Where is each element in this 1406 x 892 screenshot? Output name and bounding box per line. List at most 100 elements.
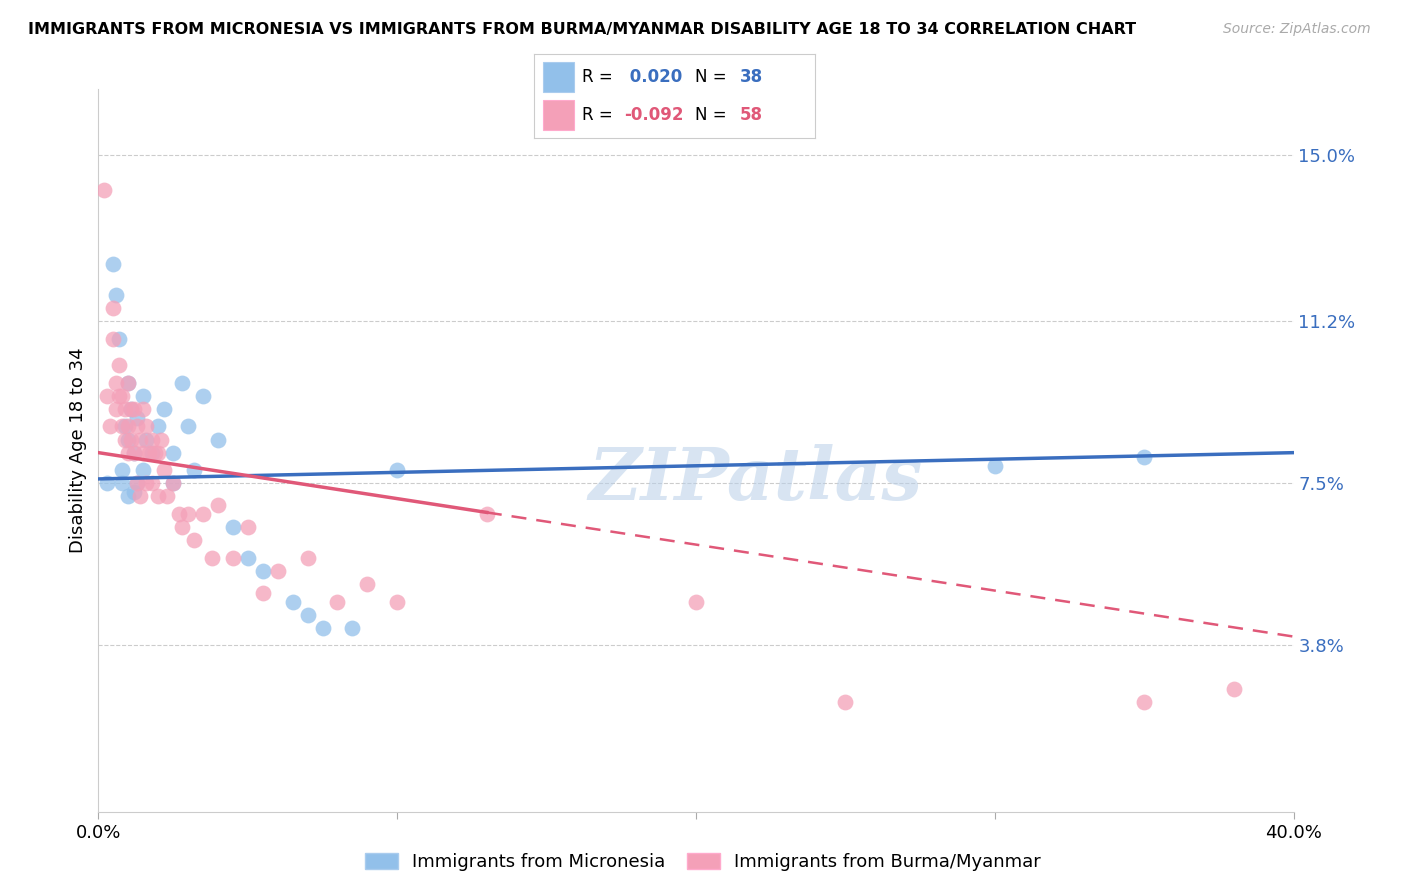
- Text: R =: R =: [582, 68, 619, 86]
- Point: [103, 301, 125, 315]
- Point: [124, 445, 146, 459]
- Point: [385, 594, 409, 608]
- Point: [172, 520, 194, 534]
- Point: [150, 433, 173, 447]
- Text: N =: N =: [695, 68, 731, 86]
- Point: [156, 490, 179, 504]
- Point: [117, 376, 139, 390]
- Point: [96, 476, 118, 491]
- Point: [201, 550, 224, 565]
- Point: [236, 550, 259, 565]
- Point: [281, 594, 304, 608]
- Point: [984, 458, 1007, 473]
- Point: [135, 476, 157, 491]
- Point: [1133, 695, 1156, 709]
- Point: [111, 476, 134, 491]
- Point: [148, 419, 170, 434]
- Point: [167, 507, 190, 521]
- Point: [141, 476, 163, 491]
- Point: [120, 433, 142, 447]
- Text: Source: ZipAtlas.com: Source: ZipAtlas.com: [1223, 22, 1371, 37]
- Point: [103, 332, 125, 346]
- Point: [127, 476, 149, 491]
- Bar: [543, 62, 574, 92]
- Point: [162, 445, 184, 459]
- Point: [127, 419, 149, 434]
- Text: ZIPatlas: ZIPatlas: [589, 444, 922, 515]
- Point: [124, 401, 146, 416]
- Point: [685, 594, 707, 608]
- Point: [236, 520, 259, 534]
- Point: [127, 410, 149, 425]
- Point: [114, 401, 136, 416]
- Point: [120, 401, 142, 416]
- Point: [141, 445, 163, 459]
- Point: [172, 376, 194, 390]
- Point: [356, 577, 378, 591]
- Point: [153, 401, 176, 416]
- Point: [111, 389, 134, 403]
- Point: [124, 445, 146, 459]
- Point: [117, 376, 139, 390]
- Point: [138, 445, 160, 459]
- Point: [297, 607, 319, 622]
- Point: [105, 401, 128, 416]
- Point: [124, 485, 146, 500]
- Point: [177, 419, 200, 434]
- Point: [114, 433, 136, 447]
- Point: [103, 257, 125, 271]
- Point: [207, 498, 229, 512]
- Point: [267, 564, 290, 578]
- Point: [153, 463, 176, 477]
- Point: [162, 476, 184, 491]
- Point: [108, 389, 131, 403]
- Point: [177, 507, 200, 521]
- Point: [108, 332, 131, 346]
- Point: [297, 550, 319, 565]
- Point: [148, 490, 170, 504]
- Point: [191, 507, 214, 521]
- Text: 58: 58: [740, 106, 762, 124]
- Point: [222, 520, 245, 534]
- Text: N =: N =: [695, 106, 731, 124]
- Point: [127, 476, 149, 491]
- Point: [326, 594, 349, 608]
- Point: [311, 621, 333, 635]
- Bar: [543, 100, 574, 130]
- Point: [117, 419, 139, 434]
- Point: [111, 463, 134, 477]
- Legend: Immigrants from Micronesia, Immigrants from Burma/Myanmar: Immigrants from Micronesia, Immigrants f…: [359, 846, 1047, 879]
- Point: [108, 358, 131, 372]
- Point: [162, 476, 184, 491]
- Point: [105, 376, 128, 390]
- Point: [222, 550, 245, 565]
- Point: [1223, 682, 1246, 697]
- Point: [105, 288, 128, 302]
- Point: [207, 433, 229, 447]
- Point: [132, 401, 155, 416]
- Point: [117, 433, 139, 447]
- Point: [117, 490, 139, 504]
- Point: [252, 564, 274, 578]
- Point: [834, 695, 856, 709]
- Text: 38: 38: [740, 68, 762, 86]
- Text: R =: R =: [582, 106, 619, 124]
- Point: [129, 433, 152, 447]
- Point: [132, 389, 155, 403]
- Y-axis label: Disability Age 18 to 34: Disability Age 18 to 34: [69, 348, 87, 553]
- Point: [135, 433, 157, 447]
- Point: [475, 507, 498, 521]
- Point: [93, 183, 115, 197]
- Point: [132, 445, 155, 459]
- Point: [183, 533, 205, 548]
- Point: [148, 445, 170, 459]
- Point: [191, 389, 214, 403]
- Point: [111, 419, 134, 434]
- Point: [132, 463, 155, 477]
- Text: IMMIGRANTS FROM MICRONESIA VS IMMIGRANTS FROM BURMA/MYANMAR DISABILITY AGE 18 TO: IMMIGRANTS FROM MICRONESIA VS IMMIGRANTS…: [28, 22, 1136, 37]
- Point: [385, 463, 409, 477]
- Point: [135, 419, 157, 434]
- Point: [129, 490, 152, 504]
- Point: [117, 445, 139, 459]
- Text: 0.020: 0.020: [624, 68, 682, 86]
